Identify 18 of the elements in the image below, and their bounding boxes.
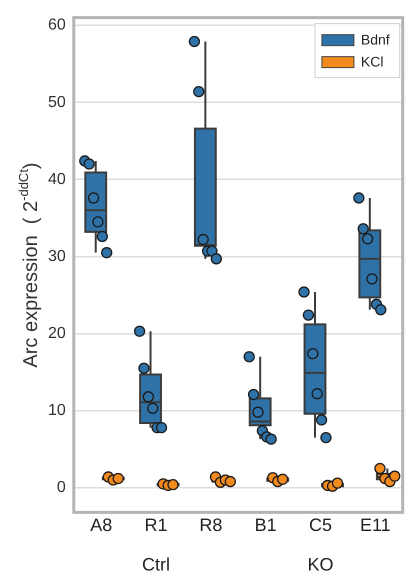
legend-label: KCl [360, 53, 384, 70]
x-tick-label: A8 [90, 515, 112, 536]
x-tick-label: C5 [308, 515, 332, 536]
x-tick-label: R1 [144, 515, 168, 536]
x-tick-label: E11 [360, 515, 391, 536]
legend-label: Bdnf [360, 31, 390, 48]
text: Ctrl [142, 554, 170, 574]
y-tick-label: 60 [48, 16, 66, 34]
y-tick-label: 10 [48, 402, 66, 420]
x-tick-label: R8 [199, 515, 222, 536]
x-tick-label: B1 [254, 515, 277, 536]
y-tick-label: 0 [56, 479, 66, 496]
y-tick-label: 50 [48, 94, 66, 111]
y-tick-label: 20 [48, 325, 66, 342]
y-tick-label: 40 [48, 170, 66, 188]
y-tick-label: 30 [48, 248, 66, 265]
text: KO [307, 554, 334, 574]
y-axis-title: Arc expression ( 2-ddCt) [16, 162, 42, 368]
